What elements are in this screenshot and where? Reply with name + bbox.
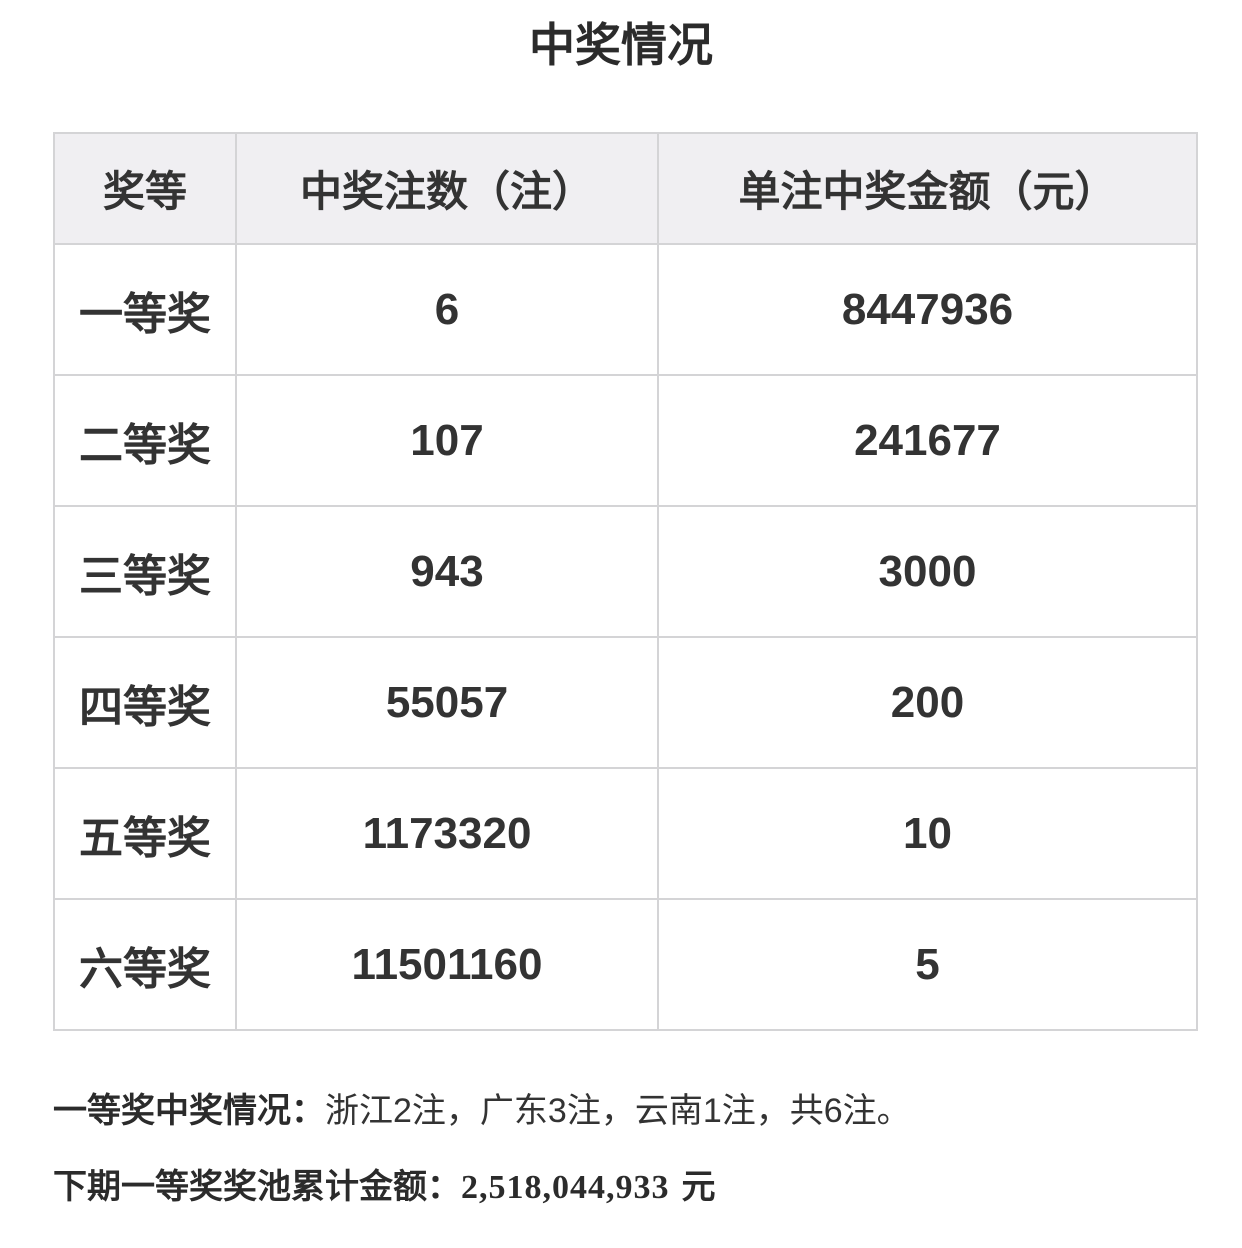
prize-results-table: 奖等 中奖注数（注） 单注中奖金额（元） 一等奖 6 8447936 二等奖 1… <box>53 132 1198 1032</box>
first-prize-note-detail: 浙江2注，广东3注，云南1注，共6注。 <box>325 1092 911 1131</box>
table-row: 六等奖 11501160 5 <box>53 898 1198 1032</box>
prize-amount-cell: 5 <box>657 898 1198 1032</box>
first-prize-note-label: 一等奖中奖情况： <box>53 1092 325 1131</box>
header-prize-level: 奖等 <box>53 132 237 246</box>
prize-level-cell: 三等奖 <box>53 505 237 639</box>
prize-level-cell: 二等奖 <box>53 374 237 508</box>
prize-level-cell: 四等奖 <box>53 636 237 770</box>
winning-bets-cell: 1173320 <box>235 767 659 901</box>
table-row: 三等奖 943 3000 <box>53 505 1198 639</box>
jackpot-note-label: 下期一等奖奖池累计金额： <box>53 1168 461 1207</box>
table-row: 五等奖 1173320 10 <box>53 767 1198 901</box>
winning-bets-cell: 55057 <box>235 636 659 770</box>
first-prize-note: 一等奖中奖情况：浙江2注，广东3注，云南1注，共6注。 <box>53 1089 1192 1133</box>
table-row: 二等奖 107 241677 <box>53 374 1198 508</box>
prize-amount-cell: 3000 <box>657 505 1198 639</box>
table-row: 四等奖 55057 200 <box>53 636 1198 770</box>
prize-level-cell: 五等奖 <box>53 767 237 901</box>
header-prize-amount: 单注中奖金额（元） <box>657 132 1198 246</box>
prize-level-cell: 一等奖 <box>53 243 237 377</box>
prize-level-cell: 六等奖 <box>53 898 237 1032</box>
winning-bets-cell: 943 <box>235 505 659 639</box>
table-row: 一等奖 6 8447936 <box>53 243 1198 377</box>
prize-amount-cell: 241677 <box>657 374 1198 508</box>
table-header-row: 奖等 中奖注数（注） 单注中奖金额（元） <box>53 132 1198 246</box>
winning-bets-cell: 107 <box>235 374 659 508</box>
page-title: 中奖情况 <box>529 19 713 71</box>
jackpot-note: 下期一等奖奖池累计金额：2,518,044,933 元 <box>53 1165 1192 1210</box>
jackpot-amount: 2,518,044,933 <box>461 1169 670 1207</box>
prize-amount-cell: 200 <box>657 636 1198 770</box>
winning-bets-cell: 6 <box>235 243 659 377</box>
prize-amount-cell: 8447936 <box>657 243 1198 377</box>
prize-amount-cell: 10 <box>657 767 1198 901</box>
header-winning-bets: 中奖注数（注） <box>235 132 659 246</box>
jackpot-unit-label: 元 <box>681 1168 716 1207</box>
winning-bets-cell: 11501160 <box>235 898 659 1032</box>
